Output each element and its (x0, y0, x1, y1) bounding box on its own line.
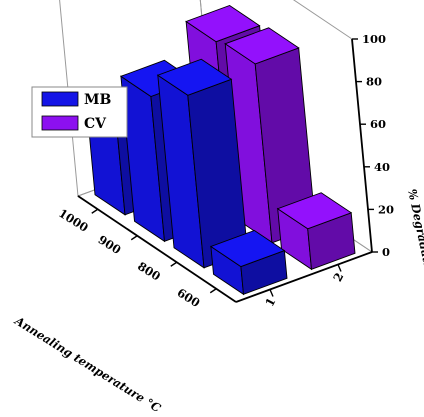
y-tick-label: 20 (378, 202, 394, 216)
series-group-mb (86, 58, 288, 296)
z-tick-label: 2 (330, 270, 346, 284)
bar-cv-800 (224, 27, 316, 244)
x-tick-mark (170, 261, 178, 267)
x-tick-mark (209, 288, 217, 294)
legend-swatch-mb (41, 91, 79, 107)
x-tick-label: 900 (96, 232, 124, 257)
y-axis-line (351, 38, 373, 253)
bar-cv-600 (276, 192, 356, 271)
z-axis-line (235, 251, 373, 303)
x-axis-title: Annealing temperature °C (12, 313, 164, 416)
legend-label-cv: CV (84, 116, 107, 132)
x-tick-label: 800 (135, 259, 163, 284)
y-tick-label: 0 (382, 245, 390, 259)
x-tick-label: 1000 (56, 206, 91, 235)
bar-mb-800 (156, 58, 248, 269)
legend-swatch-cv (41, 115, 79, 131)
z-tick-mark (269, 289, 274, 297)
z-tick-label: 1 (262, 295, 278, 309)
y-tick-label: 80 (366, 75, 382, 89)
x-tick-mark (91, 208, 99, 214)
bar-face-top (156, 58, 233, 96)
y-tick-label: 100 (362, 32, 386, 46)
bar-face-top (185, 4, 261, 43)
chart-bars (86, 4, 356, 296)
y-tick-label: 60 (370, 117, 386, 131)
chart-legend: MB CV (31, 86, 128, 138)
x-tick-label: 600 (175, 285, 203, 310)
bar-face-top (209, 229, 286, 268)
bar-mb-600 (209, 229, 288, 296)
y-tick-label: 40 (374, 160, 390, 174)
bar-face-top (276, 192, 353, 230)
x-tick-mark (130, 235, 138, 241)
bar-face-top (224, 27, 300, 65)
z-tick-mark (337, 264, 342, 272)
x-axis-line (77, 195, 237, 303)
legend-label-mb: MB (84, 92, 111, 108)
y-axis-title: % Degradation (405, 188, 424, 284)
